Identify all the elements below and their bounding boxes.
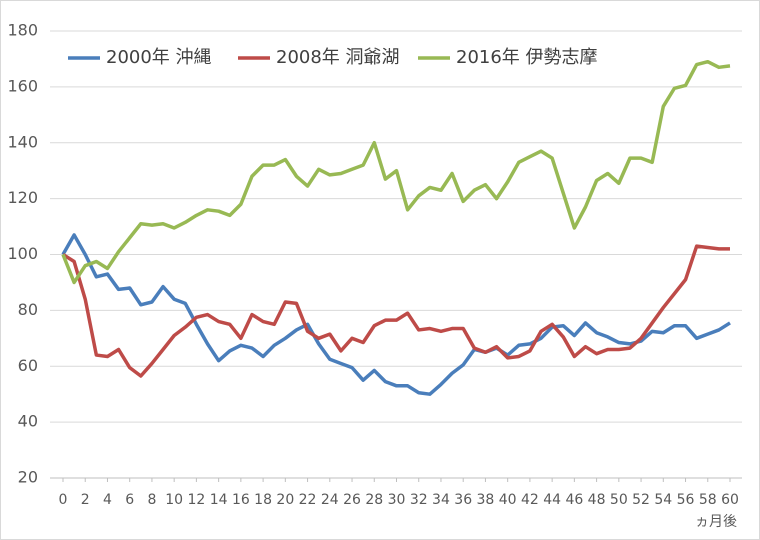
x-tick-label: 30 <box>388 492 406 508</box>
x-tick-label: 44 <box>543 492 561 508</box>
series-line <box>61 233 731 396</box>
x-tick-label: 54 <box>654 492 672 508</box>
x-tick-label: 48 <box>588 492 606 508</box>
x-tick-label: 26 <box>343 492 361 508</box>
x-tick-label: 42 <box>521 492 539 508</box>
x-tick-label: 46 <box>565 492 583 508</box>
y-tick-label: 100 <box>7 244 38 263</box>
x-tick-label: 58 <box>699 492 717 508</box>
x-tick-label: 38 <box>477 492 495 508</box>
series-line <box>62 244 730 378</box>
x-tick-label: 4 <box>103 492 112 508</box>
x-tick-label: 6 <box>125 492 134 508</box>
x-tick-label: 24 <box>321 492 339 508</box>
x-tick-label: 32 <box>410 492 428 508</box>
x-tick-label: 0 <box>59 492 68 508</box>
legend-label: 2016年 伊勢志摩 <box>456 47 598 68</box>
x-tick-label: 50 <box>610 492 628 508</box>
y-tick-label: 40 <box>18 412 38 431</box>
legend-label: 2008年 洞爺湖 <box>276 47 400 68</box>
x-tick-label: 52 <box>632 492 650 508</box>
y-tick-label: 60 <box>18 356 38 375</box>
y-tick-label: 140 <box>7 132 38 151</box>
x-tick-label: 2 <box>81 492 90 508</box>
x-tick-label: 12 <box>187 492 205 508</box>
series-line <box>61 59 731 285</box>
y-tick-label: 80 <box>18 300 38 319</box>
x-tick-label: 36 <box>454 492 472 508</box>
x-tick-label: 20 <box>276 492 294 508</box>
legend-label: 2000年 沖縄 <box>106 47 212 68</box>
x-tick-label: 60 <box>721 492 739 508</box>
x-tick-label: 8 <box>147 492 156 508</box>
x-tick-label: 16 <box>232 492 250 508</box>
y-tick-label: 120 <box>7 188 38 207</box>
x-tick-label: 40 <box>499 492 517 508</box>
x-tick-label: 14 <box>210 492 228 508</box>
x-tick-label: 18 <box>254 492 272 508</box>
x-axis-label: ヵ月後 <box>695 514 737 530</box>
x-tick-label: 56 <box>677 492 695 508</box>
y-tick-label: 20 <box>18 468 38 487</box>
x-tick-label: 28 <box>365 492 383 508</box>
x-tick-label: 10 <box>165 492 183 508</box>
x-tick-label: 34 <box>432 492 450 508</box>
y-tick-label: 160 <box>7 76 38 95</box>
x-tick-label: 22 <box>299 492 317 508</box>
y-tick-label: 180 <box>7 21 38 40</box>
